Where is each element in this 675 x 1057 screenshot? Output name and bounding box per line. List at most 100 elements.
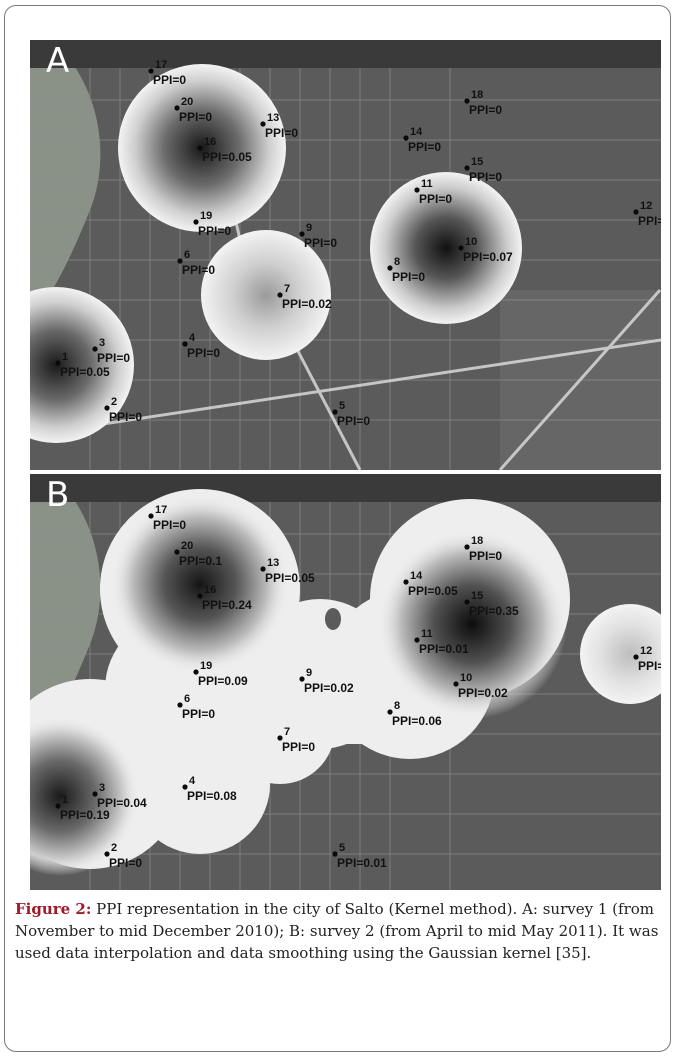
marker-ppi-label-7: PPI=0 — [282, 740, 315, 754]
marker-dot-20 — [174, 105, 180, 111]
marker-dot-1 — [55, 803, 61, 809]
marker-ppi-label-17: PPI=0 — [153, 518, 186, 532]
marker-3: 3 PPI=0 — [92, 337, 130, 365]
marker-ppi-label-6: PPI=0 — [182, 707, 215, 721]
marker-3: 3 PPI=0.04 — [92, 782, 147, 810]
figure-caption: Figure 2: PPI representation in the city… — [15, 898, 663, 964]
marker-dot-8 — [387, 709, 393, 715]
marker-ppi-label-17: PPI=0 — [153, 73, 186, 87]
marker-13: 13 PPI=0 — [260, 112, 298, 140]
marker-number-20: 20 — [181, 96, 193, 108]
marker-dot-18 — [464, 544, 470, 550]
marker-number-5: 5 — [339, 842, 345, 854]
marker-number-17: 17 — [155, 504, 167, 516]
marker-dot-10 — [453, 681, 459, 687]
marker-13: 13 PPI=0.05 — [260, 557, 315, 585]
marker-ppi-label-16: PPI=0.24 — [202, 598, 252, 612]
caption-text: PPI representation in the city of Salto … — [15, 900, 659, 962]
marker-16: 16 PPI=0.24 — [197, 584, 252, 612]
marker-dot-11 — [414, 187, 420, 193]
marker-ppi-label-6: PPI=0 — [182, 263, 215, 277]
marker-dot-7 — [277, 292, 283, 298]
marker-number-3: 3 — [99, 337, 105, 349]
marker-dot-19 — [193, 219, 199, 225]
marker-dot-9 — [299, 676, 305, 682]
marker-number-18: 18 — [471, 535, 483, 547]
marker-number-13: 13 — [267, 112, 279, 124]
marker-10: 10 PPI=0.07 — [458, 236, 513, 264]
marker-16: 16 PPI=0.05 — [197, 136, 252, 164]
marker-number-16: 16 — [204, 136, 216, 148]
kernel-blob-1 — [30, 716, 140, 876]
marker-ppi-label-8: PPI=0 — [392, 270, 425, 284]
marker-dot-17 — [148, 68, 154, 74]
marker-8: 8 PPI=0.06 — [387, 700, 442, 728]
marker-dot-13 — [260, 566, 266, 572]
marker-6: 6 PPI=0 — [177, 693, 215, 721]
marker-dot-5 — [332, 851, 338, 857]
marker-ppi-label-3: PPI=0.04 — [97, 796, 147, 810]
marker-ppi-label-10: PPI=0.02 — [458, 686, 508, 700]
marker-ppi-label-20: PPI=0.1 — [179, 554, 222, 568]
kernel-envelope-hole — [325, 608, 341, 630]
marker-8: 8 PPI=0 — [387, 256, 425, 284]
marker-ppi-label-2: PPI=0 — [109, 856, 142, 870]
marker-number-19: 19 — [200, 660, 212, 672]
marker-dot-3 — [92, 346, 98, 352]
marker-11: 11 PPI=0 — [414, 178, 452, 206]
marker-2: 2 PPI=0 — [104, 842, 142, 870]
marker-5: 5 PPI=0 — [332, 400, 370, 428]
marker-ppi-label-3: PPI=0 — [97, 351, 130, 365]
marker-ppi-label-5: PPI=0 — [337, 414, 370, 428]
marker-dot-15 — [464, 599, 470, 605]
marker-ppi-label-13: PPI=0 — [265, 126, 298, 140]
marker-number-14: 14 — [410, 570, 423, 582]
marker-number-18: 18 — [471, 89, 483, 101]
marker-20: 20 PPI=0 — [174, 96, 212, 124]
map-a-river — [30, 60, 101, 320]
marker-dot-10 — [458, 245, 464, 251]
map-a-topbar — [30, 40, 661, 68]
marker-ppi-label-14: PPI=0 — [408, 140, 441, 154]
marker-number-12: 12 — [640, 200, 652, 212]
marker-ppi-label-10: PPI=0.07 — [463, 250, 513, 264]
marker-4: 4 PPI=0.08 — [182, 775, 237, 803]
marker-number-6: 6 — [184, 249, 190, 261]
marker-number-11: 11 — [421, 628, 433, 640]
marker-dot-12 — [633, 654, 639, 660]
marker-ppi-label-9: PPI=0.02 — [304, 681, 354, 695]
marker-14: 14 PPI=0.05 — [403, 570, 458, 598]
marker-number-16: 16 — [204, 584, 216, 596]
marker-1: 1 PPI=0.19 — [55, 794, 110, 822]
marker-dot-16 — [197, 593, 203, 599]
marker-ppi-label-15: PPI=0 — [469, 170, 502, 184]
marker-dot-4 — [182, 784, 188, 790]
kernel-blob-16 — [110, 494, 290, 674]
marker-dot-9 — [299, 231, 305, 237]
marker-number-8: 8 — [394, 700, 400, 712]
marker-number-2: 2 — [111, 396, 117, 408]
marker-number-9: 9 — [306, 667, 312, 679]
panel-a-letter: A — [46, 41, 70, 81]
marker-7: 7 PPI=0.02 — [277, 283, 332, 311]
marker-ppi-label-18: PPI=0 — [469, 103, 502, 117]
marker-19: 19 PPI=0.09 — [193, 660, 248, 688]
marker-dot-6 — [177, 258, 183, 264]
marker-number-10: 10 — [460, 672, 472, 684]
marker-12: 12 PPI=0 — [633, 645, 661, 673]
marker-number-9: 9 — [306, 222, 312, 234]
marker-ppi-label-7: PPI=0.02 — [282, 297, 332, 311]
marker-number-10: 10 — [465, 236, 477, 248]
marker-dot-17 — [148, 513, 154, 519]
marker-ppi-label-2: PPI=0 — [109, 410, 142, 424]
marker-number-15: 15 — [471, 156, 483, 168]
marker-9: 9 PPI=0.02 — [299, 667, 354, 695]
marker-ppi-label-18: PPI=0 — [469, 549, 502, 563]
marker-18: 18 PPI=0 — [464, 535, 502, 563]
caption-label: Figure 2: — [15, 900, 92, 918]
marker-dot-11 — [414, 637, 420, 643]
marker-7: 7 PPI=0 — [277, 726, 315, 754]
marker-19: 19 PPI=0 — [193, 210, 231, 238]
